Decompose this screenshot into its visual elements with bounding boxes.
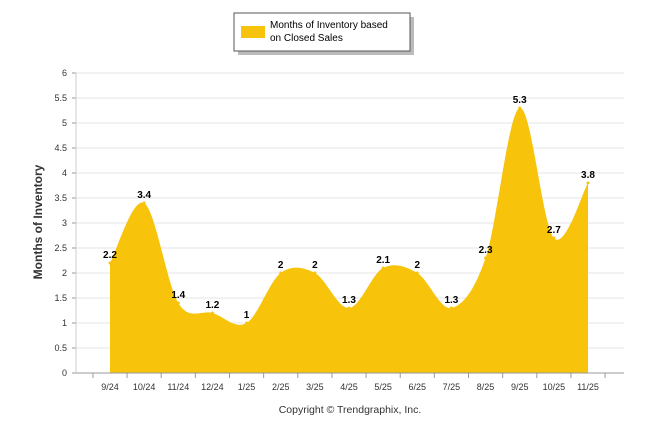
data-point xyxy=(484,256,488,260)
data-labels: 2.2 3.4 1.4 1.2 1 2 2 1.3 2.1 2 1.3 2.3 5.3 2.7 3.8 xyxy=(103,95,595,321)
data-point xyxy=(415,271,419,275)
data-point xyxy=(449,306,453,310)
data-point xyxy=(176,301,180,305)
data-label: 5.3 xyxy=(513,95,527,106)
data-label: 2.1 xyxy=(376,255,390,266)
data-point xyxy=(210,311,214,315)
data-point xyxy=(142,201,146,205)
data-point xyxy=(552,236,556,240)
y-tick-label: 6 xyxy=(62,68,67,78)
y-axis-title: Months of Inventory xyxy=(31,164,45,279)
y-tick-labels: 0 0.5 1 1.5 2 2.5 3 3.5 4 4.5 5 5.5 6 xyxy=(54,68,67,378)
data-label: 3.4 xyxy=(137,190,151,201)
data-label: 3.8 xyxy=(581,170,595,181)
x-tick-label: 2/25 xyxy=(272,382,290,392)
x-tick-label: 10/24 xyxy=(133,382,156,392)
x-tick-label: 9/24 xyxy=(101,382,119,392)
legend: Months of Inventory based on Closed Sale… xyxy=(233,12,414,55)
x-tick-label: 11/25 xyxy=(577,382,599,392)
data-label: 2.3 xyxy=(479,245,493,256)
data-label: 1.4 xyxy=(171,290,185,301)
data-label: 2 xyxy=(312,260,318,271)
data-point xyxy=(586,181,590,185)
y-tick-label: 4.5 xyxy=(54,143,67,153)
x-tick-label: 10/25 xyxy=(543,382,566,392)
x-tick-label: 5/25 xyxy=(374,382,392,392)
data-point xyxy=(245,321,249,325)
legend-label-line1: Months of Inventory based xyxy=(270,20,388,31)
y-tick-label: 5.5 xyxy=(54,93,67,103)
data-label: 1.3 xyxy=(342,295,356,306)
axes xyxy=(72,72,624,378)
x-tick-label: 6/25 xyxy=(409,382,427,392)
y-tick-label: 0 xyxy=(62,368,67,378)
data-point xyxy=(347,306,351,310)
x-tick-label: 11/24 xyxy=(167,382,189,392)
y-tick-label: 2 xyxy=(62,268,67,278)
y-tick-label: 3 xyxy=(62,218,67,228)
data-label: 1 xyxy=(244,310,250,321)
data-label: 1.2 xyxy=(205,300,219,311)
data-point xyxy=(313,271,317,275)
copyright-footer: Copyright © Trendgraphix, Inc. xyxy=(279,404,422,416)
data-label: 1.3 xyxy=(444,295,458,306)
y-tick-label: 4 xyxy=(62,168,67,178)
data-label: 2 xyxy=(415,260,421,271)
plot-area xyxy=(108,106,590,373)
y-tick-label: 1 xyxy=(62,318,67,328)
x-tick-label: 12/24 xyxy=(201,382,224,392)
x-tick-label: 3/25 xyxy=(306,382,324,392)
series-area xyxy=(110,107,588,373)
x-tick-label: 9/25 xyxy=(511,382,529,392)
y-tick-label: 3.5 xyxy=(54,193,67,203)
y-tick-label: 2.5 xyxy=(54,243,67,253)
x-tick-labels: 9/24 10/24 11/24 12/24 1/25 2/25 3/25 4/25 5/25 6… xyxy=(101,382,599,392)
x-tick-label: 1/25 xyxy=(238,382,256,392)
data-point xyxy=(108,261,112,265)
x-tick-label: 4/25 xyxy=(340,382,358,392)
y-tick-label: 0.5 xyxy=(54,343,67,353)
y-tick-label: 5 xyxy=(62,118,67,128)
y-tick-label: 1.5 xyxy=(54,293,67,303)
data-label: 2.2 xyxy=(103,250,117,261)
x-tick-label: 7/25 xyxy=(443,382,461,392)
data-label: 2 xyxy=(278,260,284,271)
data-point xyxy=(381,266,385,270)
x-tick-label: 8/25 xyxy=(477,382,495,392)
data-label: 2.7 xyxy=(547,225,561,236)
data-point xyxy=(279,271,283,275)
data-point xyxy=(518,106,522,110)
legend-label-line2: on Closed Sales xyxy=(270,33,343,44)
legend-swatch xyxy=(241,26,265,38)
